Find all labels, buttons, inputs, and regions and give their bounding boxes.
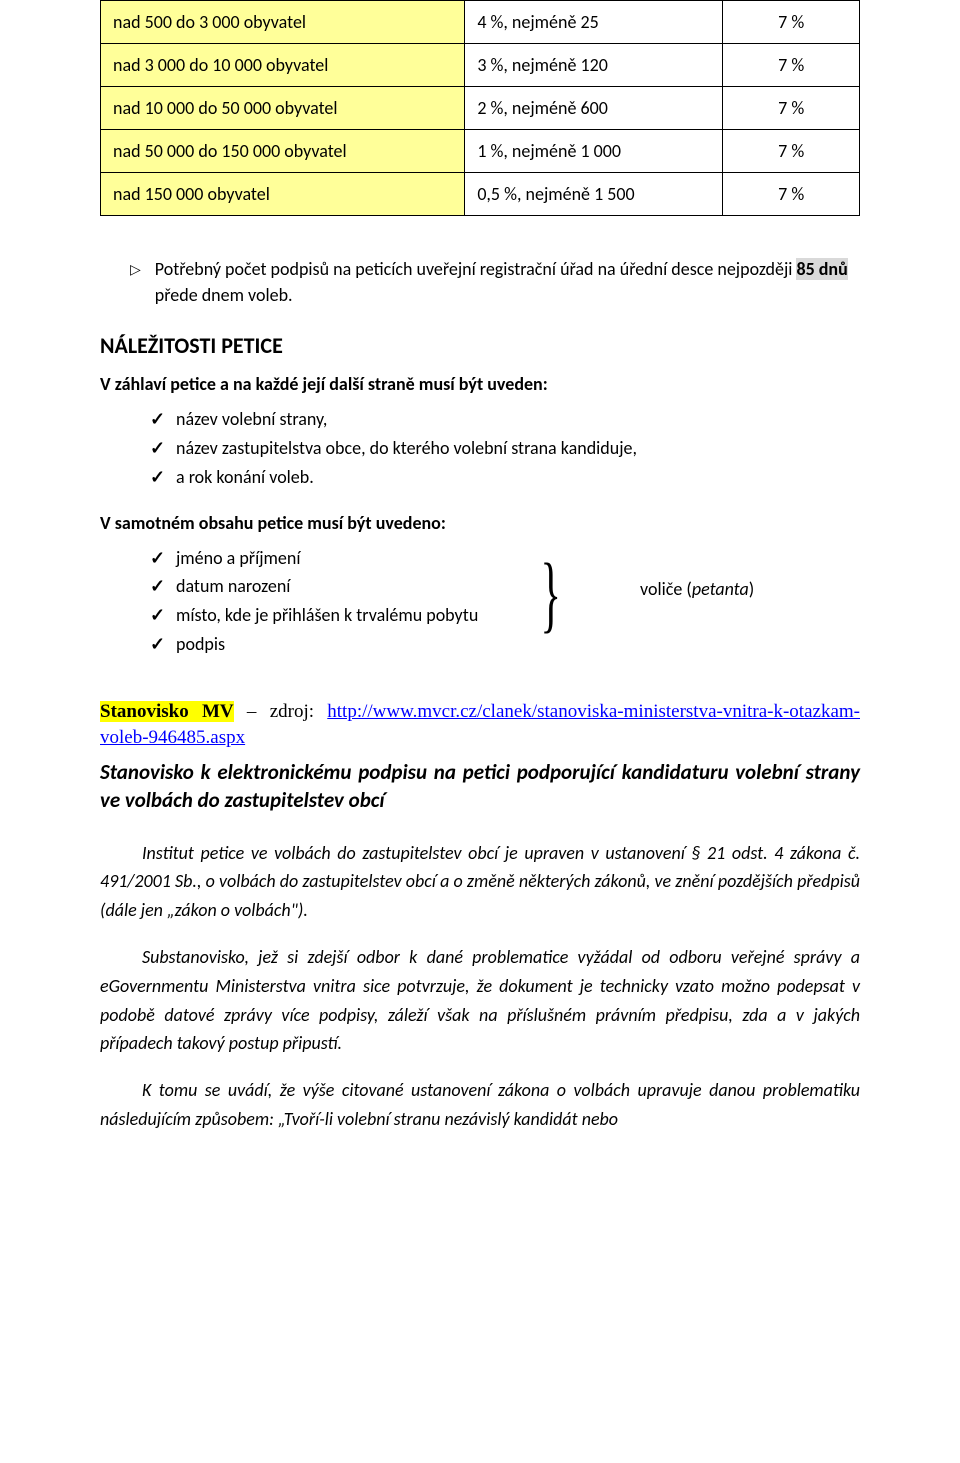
header-intro: V záhlaví petice a na každé její další s… — [100, 373, 860, 395]
body-paragraph: Institut petice ve volbách do zastupitel… — [100, 839, 860, 925]
table-row: nad 150 000 obyvatel 0,5 %, nejméně 1 50… — [101, 173, 860, 216]
table-row: nad 3 000 do 10 000 obyvatel 3 %, nejmén… — [101, 44, 860, 87]
cell-percent: 7 % — [723, 130, 860, 173]
triangle-bullet-icon: ▷ — [130, 260, 141, 280]
petanta-italic: petanta — [692, 578, 749, 600]
table-row: nad 500 do 3 000 obyvatel 4 %, nejméně 2… — [101, 1, 860, 44]
cell-percent: 7 % — [723, 1, 860, 44]
deadline-note: ▷ Potřebný počet podpisů na peticích uve… — [130, 256, 860, 308]
cell-value: 4 %, nejméně 25 — [465, 1, 723, 44]
cell-percent: 7 % — [723, 87, 860, 130]
list-item: název zastupitelstva obce, do kterého vo… — [150, 434, 860, 463]
list-item: a rok konání voleb. — [150, 463, 860, 492]
stanovisko-source-prefix: zdroj: — [270, 701, 328, 722]
volice-label: voliče (petanta) — [640, 578, 754, 600]
list-item: jméno a příjmení — [150, 544, 860, 573]
body-paragraph: Substanovisko, jež si zdejší odbor k dan… — [100, 943, 860, 1058]
cell-percent: 7 % — [723, 173, 860, 216]
cell-value: 0,5 %, nejméně 1 500 — [465, 173, 723, 216]
deadline-highlight: 85 dnů — [796, 258, 847, 280]
deadline-hl-value: 85 dnů — [796, 258, 847, 280]
cell-category: nad 10 000 do 50 000 obyvatel — [101, 87, 465, 130]
body-paragraph: K tomu se uvádí, že výše citované ustano… — [100, 1076, 860, 1134]
stanovisko-title: Stanovisko k elektronickému podpisu na p… — [100, 758, 860, 815]
table-row: nad 50 000 do 150 000 obyvatel 1 %, nejm… — [101, 130, 860, 173]
petanta-block: jméno a příjmení datum narození místo, k… — [100, 544, 860, 659]
list-item: místo, kde je přihlášen k trvalému pobyt… — [150, 601, 860, 630]
curly-brace-icon: } — [540, 550, 561, 636]
table-row: nad 10 000 do 50 000 obyvatel 2 %, nejmé… — [101, 87, 860, 130]
threshold-table: nad 500 do 3 000 obyvatel 4 %, nejméně 2… — [100, 0, 860, 216]
content-check-list: jméno a příjmení datum narození místo, k… — [150, 544, 860, 659]
volice-close: ) — [749, 578, 754, 600]
cell-value: 2 %, nejméně 600 — [465, 87, 723, 130]
cell-category: nad 50 000 do 150 000 obyvatel — [101, 130, 465, 173]
cell-category: nad 3 000 do 10 000 obyvatel — [101, 44, 465, 87]
stanovisko-header: Stanovisko MV – zdroj: http://www.mvcr.c… — [100, 699, 860, 752]
cell-category: nad 150 000 obyvatel — [101, 173, 465, 216]
cell-category: nad 500 do 3 000 obyvatel — [101, 1, 465, 44]
section-title-nalezitosti: NÁLEŽITOSTI PETICE — [100, 332, 860, 359]
deadline-text: Potřebný počet podpisů na peticích uveře… — [155, 256, 860, 308]
stanovisko-dash: – — [234, 701, 270, 722]
deadline-post: přede dnem voleb. — [155, 284, 293, 306]
list-item: podpis — [150, 630, 860, 659]
page: nad 500 do 3 000 obyvatel 4 %, nejméně 2… — [0, 0, 960, 1463]
stanovisko-label: Stanovisko MV — [100, 701, 234, 722]
header-check-list: název volební strany, název zastupitelst… — [150, 405, 860, 491]
threshold-table-body: nad 500 do 3 000 obyvatel 4 %, nejméně 2… — [101, 1, 860, 216]
list-item: název volební strany, — [150, 405, 860, 434]
deadline-pre: Potřebný počet podpisů na peticích uveře… — [155, 258, 797, 280]
content-intro: V samotném obsahu petice musí být uveden… — [100, 512, 860, 534]
cell-percent: 7 % — [723, 44, 860, 87]
cell-value: 1 %, nejméně 1 000 — [465, 130, 723, 173]
volice-pre: voliče ( — [640, 578, 692, 600]
cell-value: 3 %, nejméně 120 — [465, 44, 723, 87]
